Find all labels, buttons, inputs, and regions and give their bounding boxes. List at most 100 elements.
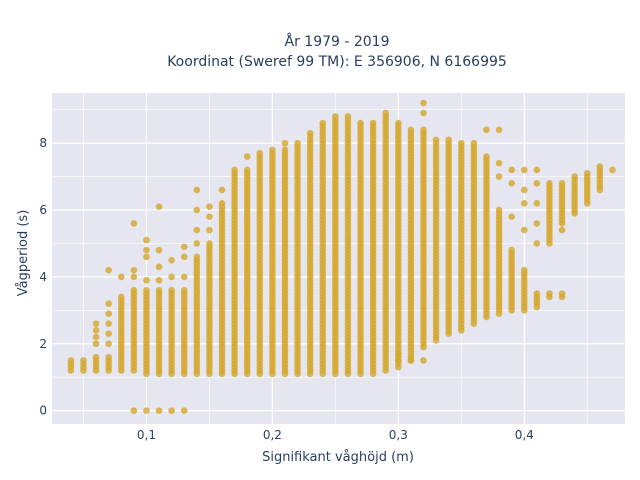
data-point xyxy=(105,340,112,348)
data-point xyxy=(180,253,188,261)
data-point xyxy=(546,179,553,187)
data-point xyxy=(67,357,75,364)
data-point xyxy=(407,357,415,364)
data-point xyxy=(206,203,213,210)
data-point xyxy=(180,286,188,294)
y-tick-label: 6 xyxy=(39,203,47,217)
data-point xyxy=(571,173,578,180)
data-point xyxy=(520,166,528,174)
data-point xyxy=(130,273,138,281)
data-point xyxy=(558,179,566,187)
data-point xyxy=(508,166,515,174)
data-point xyxy=(281,146,289,154)
data-point xyxy=(357,119,364,127)
data-point xyxy=(294,139,301,147)
data-point xyxy=(92,320,100,327)
data-point xyxy=(105,320,112,327)
data-point xyxy=(609,166,616,174)
data-point xyxy=(533,166,541,174)
data-point xyxy=(395,357,402,364)
data-point xyxy=(281,139,289,147)
data-point xyxy=(117,273,125,281)
data-point xyxy=(155,286,163,294)
data-point xyxy=(143,246,150,254)
data-point xyxy=(193,186,201,194)
data-point xyxy=(155,203,163,210)
data-point xyxy=(105,330,112,338)
data-point xyxy=(558,290,566,297)
y-axis-title: Vågperiod (s) xyxy=(16,210,31,297)
data-point xyxy=(457,139,465,147)
data-point xyxy=(168,256,175,264)
data-point xyxy=(130,220,138,227)
data-point xyxy=(420,126,427,134)
data-point xyxy=(508,213,515,221)
chart-title-line-1: År 1979 - 2019 xyxy=(285,33,390,50)
data-point xyxy=(180,243,188,251)
y-tick-label: 0 xyxy=(39,404,47,418)
data-point xyxy=(583,169,591,177)
data-point xyxy=(130,407,138,414)
data-point xyxy=(533,200,541,207)
data-point xyxy=(80,357,87,364)
data-point xyxy=(130,266,138,274)
data-point xyxy=(395,119,402,127)
data-point xyxy=(180,273,188,281)
data-point xyxy=(332,113,339,120)
data-point xyxy=(206,213,213,221)
data-point xyxy=(218,186,226,194)
data-point xyxy=(193,240,201,247)
data-point xyxy=(231,166,238,174)
data-point xyxy=(395,350,402,358)
data-point xyxy=(445,136,452,144)
data-point xyxy=(92,333,100,341)
data-point xyxy=(546,290,553,297)
data-point xyxy=(420,99,427,107)
data-point xyxy=(508,179,515,187)
data-point xyxy=(470,139,478,147)
data-point xyxy=(193,253,201,261)
data-point xyxy=(407,126,415,134)
data-point xyxy=(243,153,251,160)
data-point xyxy=(193,226,201,234)
data-point xyxy=(495,173,503,180)
data-point xyxy=(105,266,112,274)
data-point xyxy=(420,109,427,117)
data-point xyxy=(92,353,100,361)
x-axis-ticks: 0,1 0,2 0,3 0,4 xyxy=(137,428,534,442)
data-point xyxy=(130,286,138,294)
data-point xyxy=(105,310,112,317)
data-point xyxy=(206,226,213,234)
data-point xyxy=(520,226,528,234)
data-point xyxy=(533,290,541,297)
data-point xyxy=(420,357,427,364)
data-point xyxy=(143,253,150,261)
y-tick-label: 2 xyxy=(39,337,47,351)
data-point xyxy=(533,179,541,187)
data-point xyxy=(483,126,490,134)
data-point xyxy=(520,186,528,194)
data-point xyxy=(92,340,100,348)
x-axis-title: Signifikant våghöjd (m) xyxy=(262,450,414,465)
data-point xyxy=(105,300,112,307)
data-point xyxy=(520,200,528,207)
data-point xyxy=(155,246,163,254)
data-point xyxy=(193,206,201,214)
x-tick-label: 0,1 xyxy=(137,428,156,442)
y-axis-ticks: 0 2 4 6 8 xyxy=(39,136,47,417)
data-point xyxy=(243,166,251,174)
data-point xyxy=(483,153,490,160)
data-point xyxy=(520,266,528,274)
data-point xyxy=(218,200,226,207)
data-point xyxy=(168,407,175,414)
data-point xyxy=(117,293,125,301)
data-point xyxy=(495,206,503,214)
data-point xyxy=(105,353,112,361)
data-point xyxy=(382,109,390,117)
x-tick-label: 0,4 xyxy=(515,428,534,442)
data-point xyxy=(155,263,163,271)
data-point xyxy=(256,149,264,157)
data-point xyxy=(369,119,377,127)
data-point xyxy=(168,273,175,281)
